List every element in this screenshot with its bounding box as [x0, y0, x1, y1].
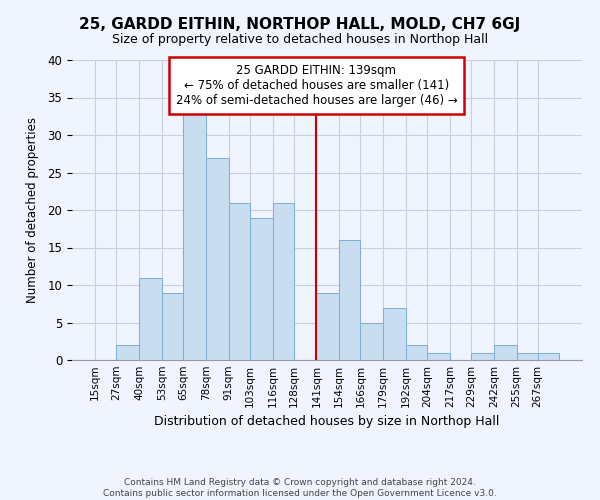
Bar — [406, 345, 427, 360]
X-axis label: Distribution of detached houses by size in Northop Hall: Distribution of detached houses by size … — [154, 416, 500, 428]
Bar — [206, 158, 229, 360]
Bar — [339, 240, 361, 360]
Bar — [116, 345, 139, 360]
Bar — [272, 202, 293, 360]
Text: 25 GARDD EITHIN: 139sqm
← 75% of detached houses are smaller (141)
24% of semi-d: 25 GARDD EITHIN: 139sqm ← 75% of detache… — [176, 64, 457, 107]
Bar — [538, 352, 559, 360]
Bar — [229, 202, 250, 360]
Text: 25, GARDD EITHIN, NORTHOP HALL, MOLD, CH7 6GJ: 25, GARDD EITHIN, NORTHOP HALL, MOLD, CH… — [79, 18, 521, 32]
Bar — [361, 322, 383, 360]
Y-axis label: Number of detached properties: Number of detached properties — [26, 117, 39, 303]
Bar — [183, 112, 206, 360]
Bar — [494, 345, 517, 360]
Bar — [162, 292, 183, 360]
Bar — [517, 352, 538, 360]
Bar — [427, 352, 450, 360]
Bar — [250, 218, 272, 360]
Bar — [471, 352, 494, 360]
Text: Contains HM Land Registry data © Crown copyright and database right 2024.
Contai: Contains HM Land Registry data © Crown c… — [103, 478, 497, 498]
Bar — [139, 278, 162, 360]
Bar — [316, 292, 339, 360]
Text: Size of property relative to detached houses in Northop Hall: Size of property relative to detached ho… — [112, 32, 488, 46]
Bar — [383, 308, 406, 360]
